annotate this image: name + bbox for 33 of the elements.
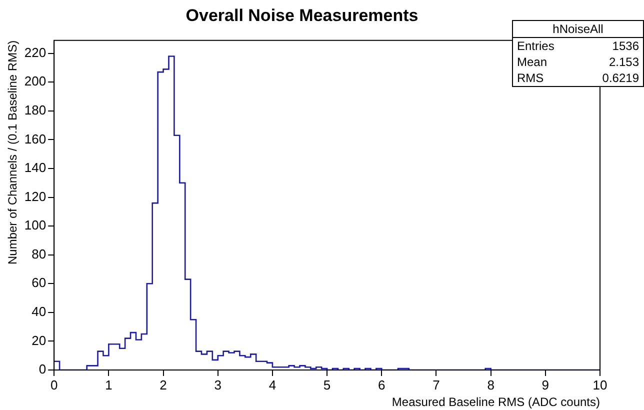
- y-tick-label: 20: [32, 332, 46, 348]
- x-tick-label: 10: [592, 377, 608, 392]
- y-tick-label: 60: [32, 275, 46, 290]
- y-tick-label: 160: [24, 131, 46, 146]
- annotation: Entries: [517, 39, 554, 53]
- y-tick-label: 220: [24, 44, 46, 60]
- text: hNoiseAll: [513, 21, 643, 38]
- x-tick-label: 7: [432, 377, 440, 392]
- annotation: RMS: [517, 71, 544, 85]
- y-tick-label: 200: [24, 74, 46, 89]
- y-tick-label: 180: [24, 102, 46, 118]
- x-tick-label: 0: [50, 377, 58, 392]
- text: 0.6219: [602, 71, 639, 85]
- y-tick-label: 100: [24, 218, 46, 233]
- y-tick-label: 80: [32, 246, 46, 262]
- y-axis-title: Number of Channels / (0.1 Baseline RMS): [6, 40, 20, 265]
- chart-title: Overall Noise Measurements: [186, 6, 418, 25]
- x-tick-label: 8: [487, 377, 494, 392]
- text: 2.153: [608, 55, 639, 69]
- x-tick-label: 5: [323, 377, 331, 392]
- x-tick-label: 4: [268, 377, 276, 392]
- x-tick-label: 3: [214, 377, 222, 392]
- y-tick-label: 120: [24, 188, 46, 204]
- y-tick-label: 0: [38, 362, 46, 377]
- x-axis-title: Measured Baseline RMS (ADC counts): [392, 395, 600, 410]
- y-tick-label: 140: [24, 160, 46, 176]
- x-tick-label: 6: [378, 377, 386, 392]
- text: 1536: [612, 39, 639, 53]
- x-tick-label: 1: [105, 377, 112, 392]
- x-tick-label: 2: [160, 377, 167, 392]
- x-tick-label: 9: [542, 377, 550, 392]
- annotation: Mean: [517, 55, 548, 69]
- y-tick-label: 40: [32, 304, 46, 320]
